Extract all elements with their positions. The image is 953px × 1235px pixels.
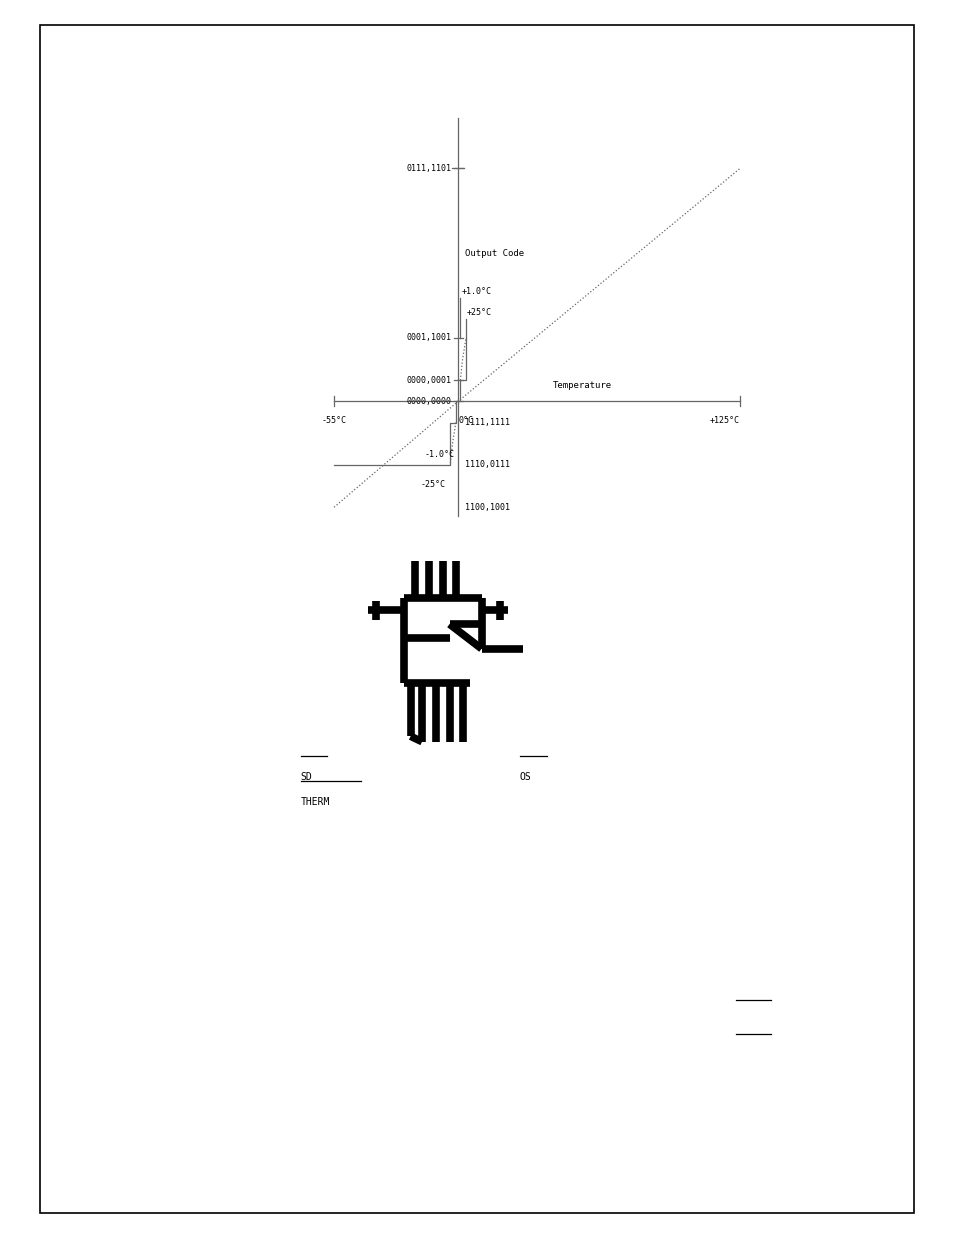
Text: 0°C: 0°C	[457, 416, 473, 425]
Text: 1110,0111: 1110,0111	[464, 461, 509, 469]
Text: +125°C: +125°C	[709, 416, 740, 425]
Text: 0001,1001: 0001,1001	[406, 333, 451, 342]
Text: -25°C: -25°C	[420, 479, 445, 489]
Text: OS: OS	[519, 772, 531, 782]
Text: -55°C: -55°C	[321, 416, 346, 425]
Text: 1100,1001: 1100,1001	[464, 503, 509, 511]
Text: THERM: THERM	[300, 797, 330, 806]
Text: -1.0°C: -1.0°C	[424, 450, 455, 459]
Text: +25°C: +25°C	[467, 308, 492, 316]
Text: 0111,1101: 0111,1101	[406, 164, 451, 173]
Text: SD: SD	[300, 772, 312, 782]
Text: 1111,1111: 1111,1111	[464, 417, 509, 427]
Text: Output Code: Output Code	[464, 248, 523, 258]
Text: 0000,0001: 0000,0001	[406, 375, 451, 385]
Text: +1.0°C: +1.0°C	[461, 287, 491, 295]
Text: Temperature: Temperature	[552, 380, 611, 389]
Text: 0000,0000: 0000,0000	[406, 396, 451, 406]
